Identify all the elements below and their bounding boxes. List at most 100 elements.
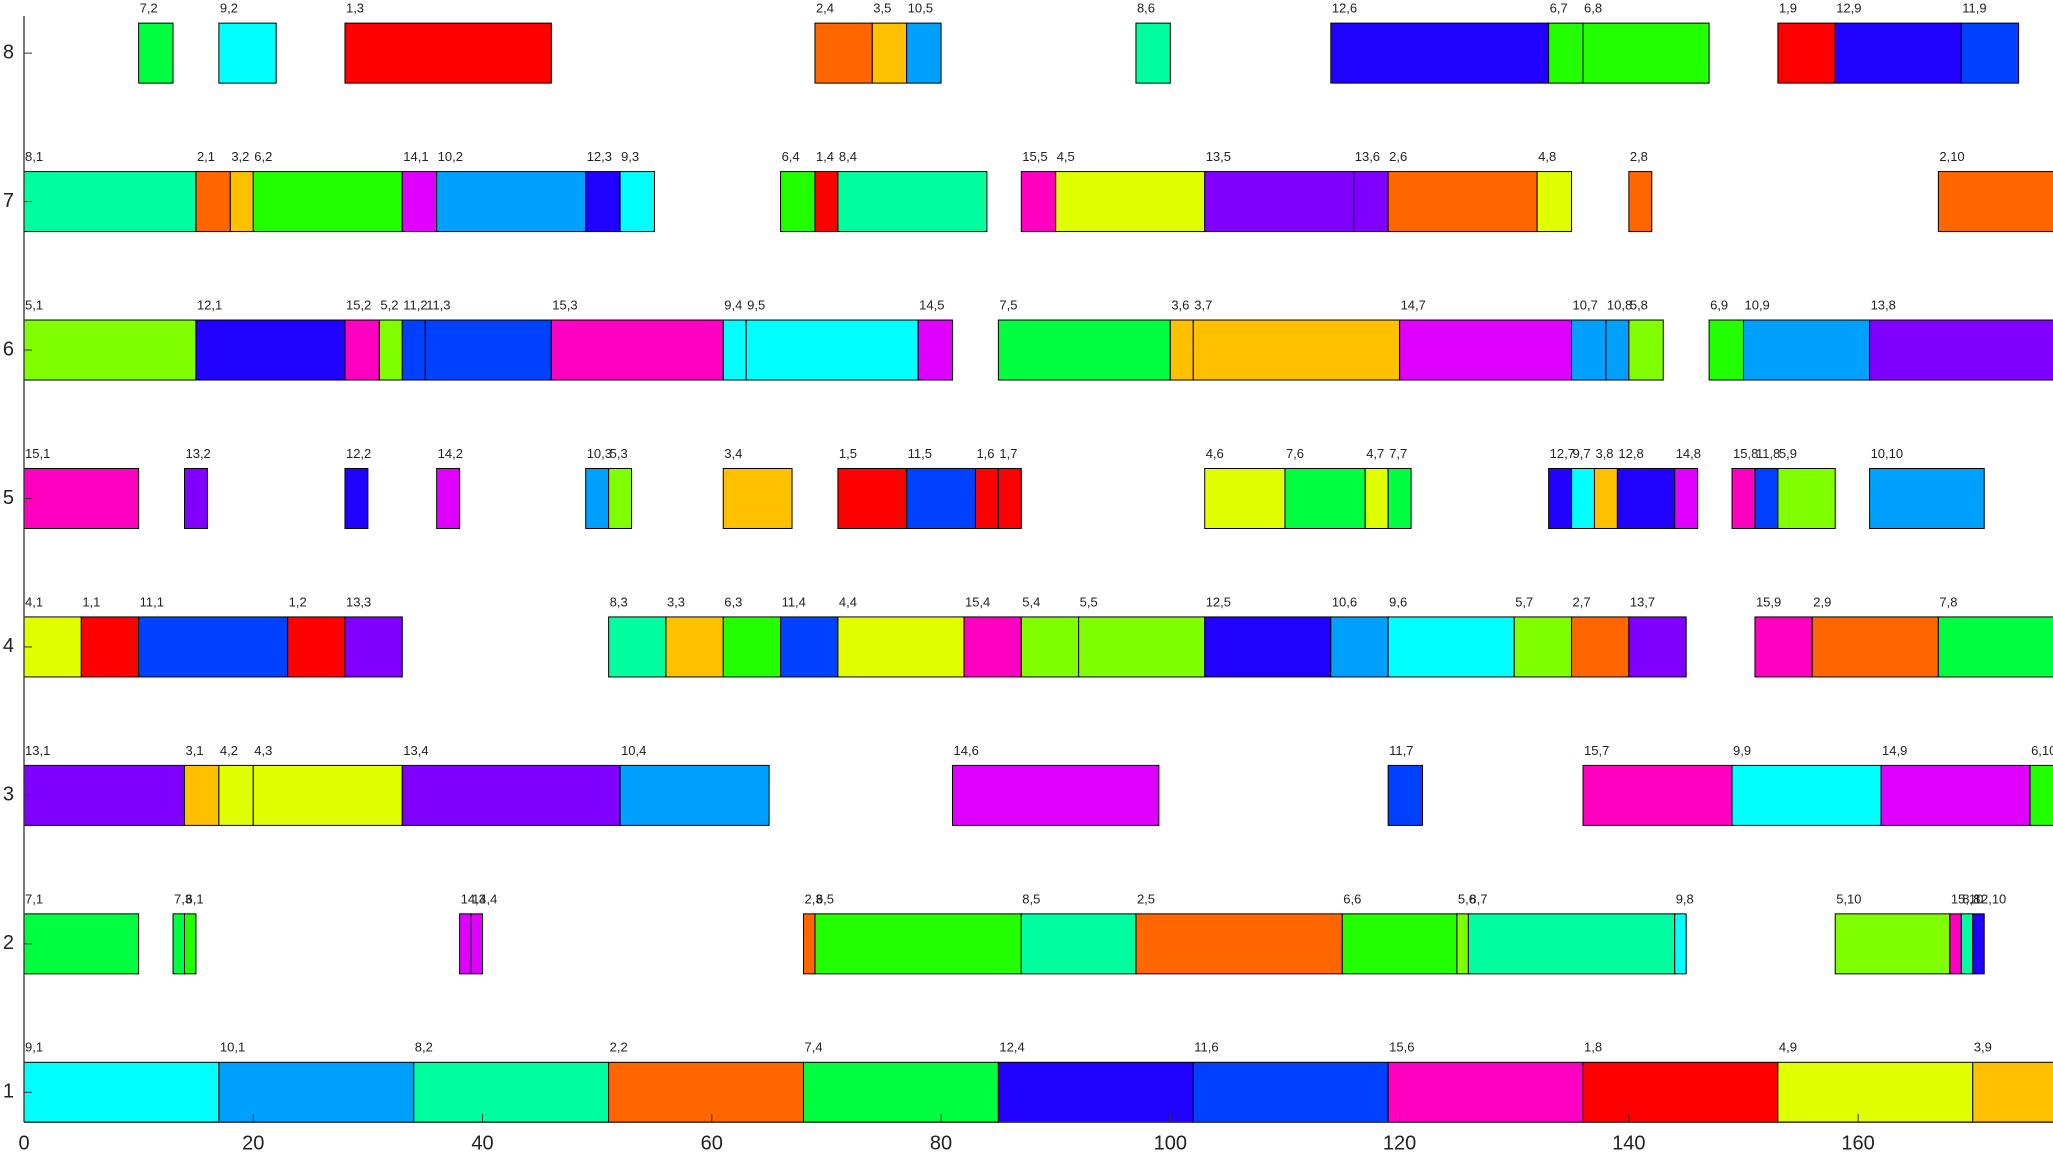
task-bar	[80, 616, 140, 678]
task-bar	[814, 171, 839, 233]
task-label: 3,4	[724, 446, 742, 461]
task-bar	[1055, 171, 1206, 233]
task-bar	[1960, 22, 2020, 84]
task-label: 5,6	[1458, 891, 1476, 906]
task-bar	[24, 171, 197, 233]
task-bar	[1387, 467, 1412, 529]
task-label: 12,5	[1206, 594, 1231, 609]
task-label: 1,7	[999, 446, 1017, 461]
task-bar	[218, 1061, 415, 1123]
task-label: 13,6	[1355, 149, 1380, 164]
task-label: 9,5	[747, 297, 765, 312]
task-bar	[1960, 913, 1974, 975]
task-label: 11,4	[782, 594, 806, 609]
task-bar	[780, 616, 839, 678]
task-bar	[1628, 171, 1653, 233]
task-bar	[344, 616, 403, 678]
task-bar	[585, 467, 610, 529]
task-label: 10,9	[1744, 297, 1769, 312]
task-bar	[1869, 319, 2053, 381]
task-label: 6,2	[254, 149, 272, 164]
task-label: 2,1	[197, 149, 215, 164]
plot-area: 7,2 9,2 1,3 2,4 3,5 10,5 8,6 12,6 6,7 6,8 1,9 12,9 1…	[24, 1, 2053, 1123]
task-bar	[1399, 319, 1573, 381]
task-bar	[997, 319, 1171, 381]
task-label: 11,1	[140, 594, 164, 609]
y-tick-label: 3	[3, 784, 14, 806]
task-label: 13,5	[1206, 149, 1231, 164]
task-label: 12,3	[587, 149, 612, 164]
task-label: 13,2	[185, 446, 210, 461]
task-bar	[1811, 616, 1939, 678]
task-bar	[1571, 467, 1595, 529]
task-label: 5,4	[1022, 594, 1040, 609]
task-bar	[1972, 1061, 2053, 1123]
task-bar	[459, 913, 472, 975]
task-bar	[378, 319, 403, 381]
task-label: 6,1	[185, 891, 203, 906]
task-bar	[195, 171, 231, 233]
task-bar	[218, 764, 254, 826]
task-bar	[1949, 913, 1962, 975]
task-bar	[814, 913, 1022, 975]
task-bar	[619, 764, 770, 826]
task-label: 2,10	[1939, 149, 1964, 164]
task-label: 7,6	[1286, 446, 1304, 461]
task-bar	[24, 764, 185, 826]
task-label: 11,6	[1194, 1040, 1218, 1055]
task-bar	[1937, 171, 2053, 233]
task-bar	[665, 616, 724, 678]
task-label: 15,1	[25, 446, 50, 461]
task-bar	[24, 913, 140, 975]
task-bar	[183, 913, 197, 975]
task-label: 3,9	[1974, 1040, 1992, 1055]
y-tick-label: 1	[3, 1081, 14, 1103]
task-label: 14,9	[1882, 743, 1907, 758]
task-label: 8,7	[1469, 891, 1487, 906]
task-bar	[1135, 22, 1171, 84]
task-label: 14,4	[472, 891, 497, 906]
task-bar	[1571, 616, 1630, 678]
task-label: 3,3	[667, 594, 685, 609]
task-bar	[229, 171, 254, 233]
task-label: 9,2	[220, 1, 238, 16]
task-label: 13,7	[1630, 594, 1655, 609]
task-bar	[1169, 319, 1194, 381]
task-bar	[252, 171, 403, 233]
task-bar	[1204, 171, 1355, 233]
task-label: 6,7	[1550, 1, 1568, 16]
task-label: 11,9	[1962, 1, 1986, 16]
task-label: 8,5	[1022, 891, 1040, 906]
task-bar	[1754, 616, 1813, 678]
task-bar	[1937, 616, 2053, 678]
task-label: 4,1	[25, 594, 43, 609]
task-label: 10,2	[438, 149, 463, 164]
task-bar	[745, 319, 919, 381]
task-bar	[24, 1061, 220, 1123]
task-bar	[1731, 467, 1756, 529]
x-tick-label: 120	[1383, 1132, 1416, 1154]
task-bar	[1548, 467, 1573, 529]
task-label: 9,8	[1676, 891, 1694, 906]
task-bar	[1330, 22, 1550, 84]
task-label: 5,10	[1836, 891, 1861, 906]
task-bar	[837, 467, 908, 529]
task-label: 5,9	[1779, 446, 1797, 461]
task-label: 11,5	[908, 446, 932, 461]
task-bar	[1353, 171, 1389, 233]
task-label: 1,5	[839, 446, 857, 461]
task-label: 6,4	[782, 149, 800, 164]
task-label: 5,3	[610, 446, 628, 461]
task-bar	[1330, 616, 1389, 678]
task-label: 8,6	[1137, 1, 1155, 16]
task-bar	[2029, 764, 2053, 826]
task-bar	[1616, 467, 1676, 529]
task-label: 15,4	[965, 594, 990, 609]
task-label: 4,6	[1206, 446, 1224, 461]
x-tick-label: 140	[1612, 1132, 1645, 1154]
task-label: 5,5	[1080, 594, 1098, 609]
task-bar	[344, 22, 552, 84]
task-label: 12,10	[1974, 891, 2007, 906]
task-bar	[24, 319, 197, 381]
